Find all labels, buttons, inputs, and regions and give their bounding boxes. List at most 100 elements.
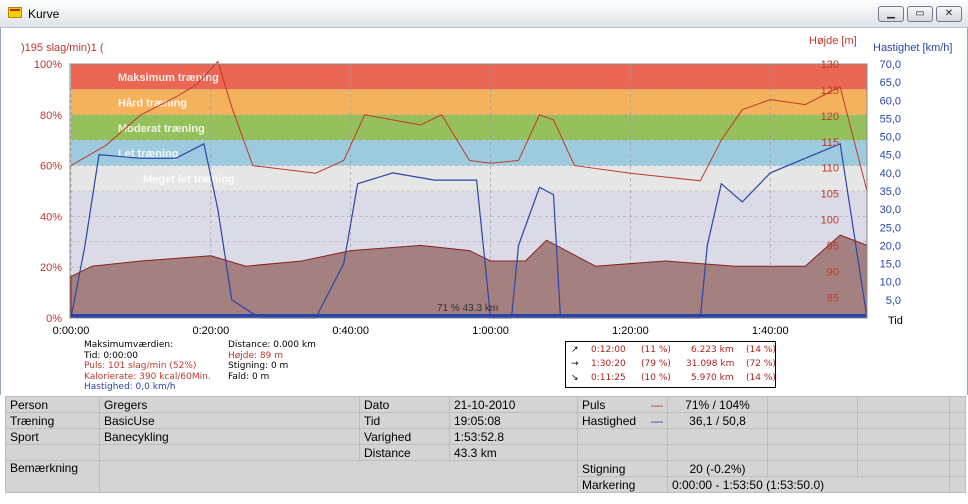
puls-label: Puls — <box>577 396 668 413</box>
hastighed-tick-label: 20,0 <box>880 240 901 252</box>
hastighed-tick-label: 35,0 <box>880 186 901 198</box>
varighed-value: 1:53:52.8 <box>449 428 578 445</box>
arrow-up-icon: ↗ <box>571 345 579 355</box>
table-row: Sport Banecykling Varighed 1:53:52.8 <box>5 428 966 445</box>
hastighed-tick-label: 10,0 <box>880 277 901 289</box>
sport-value: Banecykling <box>99 428 360 445</box>
zone-label: Meget let træning <box>143 174 235 186</box>
table-row: Træning BasicUse Tid 19:05:08 Hastighed —… <box>5 412 966 429</box>
puls-value: 71% / 104% <box>667 396 768 413</box>
info-table: Person Gregers Dato 21-10-2010 Puls — 71%… <box>5 396 966 493</box>
dato-value: 21-10-2010 <box>449 396 578 413</box>
hastighed-tick-label: 45,0 <box>880 150 901 162</box>
zone-bands: Maksimum træning Hård træning Moderat træn… <box>71 64 867 318</box>
curve-chart[interactable]: Maksimum træning Hård træning Moderat træn… <box>1 28 967 395</box>
stats-distance: Distance: 0.000 km <box>228 340 316 350</box>
stats-tid: Tid: 0:00:00 <box>84 350 139 361</box>
stats-kalorierate: Kalorierate: 390 kcal/60Min. <box>84 371 211 382</box>
zone-label: Hård træning <box>118 97 187 109</box>
zone-label: Moderat træning <box>118 123 205 135</box>
window-title: Kurve <box>28 7 60 21</box>
speed-line <box>70 142 868 319</box>
title-bar: Kurve ▁ ▭ ✕ <box>0 0 968 28</box>
zone-label: Maksimum træning <box>118 72 219 84</box>
zone-band <box>71 89 867 115</box>
chart-app-icon <box>8 7 22 18</box>
left-tick-label: 20% <box>40 262 62 274</box>
stats-hastighed: Hastighed: 0,0 km/h <box>84 382 176 392</box>
time-tick-label: 1:20:00 <box>612 325 649 337</box>
hoejde-tick-label: 90 <box>827 266 839 278</box>
tid-label: Tid <box>359 412 450 429</box>
stats-fald: Fald: 0 m <box>228 371 270 382</box>
left-tick-label: 0% <box>46 313 62 325</box>
hoejde-tick-label: 125 <box>821 85 839 97</box>
stigning-label: Stigning <box>577 460 668 477</box>
left-tick-label: 60% <box>40 161 62 173</box>
maximize-button[interactable]: ▭ <box>907 6 933 22</box>
person-value: Gregers <box>99 396 360 413</box>
hoejde-axis-label: Højde [m] <box>809 35 857 47</box>
time-tick-label: 0:20:00 <box>193 325 230 337</box>
zone-band <box>71 140 867 166</box>
time-tick-label: 0:40:00 <box>332 325 369 337</box>
heart-rate-line <box>70 60 868 192</box>
hoejde-tick-label: 85 <box>827 292 839 304</box>
hastighed-tick-label: 40,0 <box>880 168 901 180</box>
minimize-button[interactable]: ▁ <box>878 6 904 22</box>
max-values-left: Maksimumværdien: Tid: 0:00:00 Puls: 101 … <box>84 340 211 393</box>
hastighed-tick-label: 65,0 <box>880 77 901 89</box>
hastighed-tick-label: 30,0 <box>880 204 901 216</box>
arrow-down-icon: ↘ <box>571 373 579 383</box>
hastighed-tick-label: 55,0 <box>880 113 901 125</box>
bemaerkning-label: Bemærkning <box>5 460 100 493</box>
stats-heading: Maksimumværdien: <box>84 340 174 350</box>
hastighed-value: 36,1 / 50,8 <box>667 412 768 429</box>
zone-band <box>71 165 867 191</box>
table-row: Person Gregers Dato 21-10-2010 Puls — 71%… <box>5 396 966 413</box>
person-label: Person <box>5 396 100 413</box>
distance-value: 43.3 km <box>449 444 578 461</box>
time-axis-label: Tid <box>888 315 903 327</box>
markering-label: Markering <box>577 476 668 493</box>
varighed-label: Varighed <box>359 428 450 445</box>
table-row: Markering 0:00:00 - 1:53:50 (1:53:50.0) <box>6 476 966 493</box>
table-row: Distance 43.3 km <box>5 444 966 461</box>
segment-summary: ↗ 0:12:00 (11 %) 6.223 km (14 %) → 1:30:… <box>565 341 776 388</box>
summary-row-flat: → 1:30:20 (79 %) 31.098 km (72 %) <box>571 359 776 369</box>
hastighed-axis-label: Hastighet [km/h] <box>873 42 952 54</box>
left-tick-label: 80% <box>40 110 62 122</box>
left-tick-label: 100% <box>34 59 62 71</box>
hastighed-tick-label: 15,0 <box>880 259 901 271</box>
stats-puls: Puls: 101 slag/min (52%) <box>84 361 197 371</box>
axis-labels: 100% 80% 60% 40% 20% 0% 130 125 120 115 110 105 100 9… <box>34 59 901 337</box>
tid-value: 19:05:08 <box>449 412 578 429</box>
hoejde-tick-label: 105 <box>821 189 839 201</box>
max-values-right: Distance: 0.000 km Højde: 89 m Stigning:… <box>228 340 316 382</box>
hastighed-tick-label: 25,0 <box>880 222 901 234</box>
center-label: 71 % 43.3 km <box>437 303 498 314</box>
time-tick-label: 1:00:00 <box>472 325 509 337</box>
hoejde-tick-label: 100 <box>821 215 839 227</box>
table-row: Bemærkning Stigning 20 (-0.2%) <box>5 460 966 493</box>
left-axis-label: )195 slag/min)1 ( <box>21 42 104 54</box>
hoejde-tick-label: 115 <box>821 137 839 149</box>
altitude-area <box>70 234 868 319</box>
sport-label: Sport <box>5 428 100 445</box>
arrow-right-icon: → <box>571 359 579 369</box>
hastighed-tick-label: 5,0 <box>886 295 901 307</box>
hoejde-tick-label: 110 <box>821 163 839 175</box>
close-button[interactable]: ✕ <box>936 6 962 22</box>
plot-frame <box>69 63 868 319</box>
hastighed-tick-label: 60,0 <box>880 95 901 107</box>
stats-stigning: Stigning: 0 m <box>228 361 289 371</box>
chart-area[interactable]: Maksimum træning Hård træning Moderat træn… <box>0 28 968 395</box>
selection-bar[interactable] <box>71 314 867 318</box>
hoejde-tick-label: 120 <box>821 111 839 123</box>
bemaerkning-value[interactable] <box>99 460 578 493</box>
dato-label: Dato <box>359 396 450 413</box>
distance-label: Distance <box>359 444 450 461</box>
summary-row-up: ↗ 0:12:00 (11 %) 6.223 km (14 %) <box>571 345 776 355</box>
time-tick-label: 1:40:00 <box>752 325 789 337</box>
traening-value: BasicUse <box>99 412 360 429</box>
